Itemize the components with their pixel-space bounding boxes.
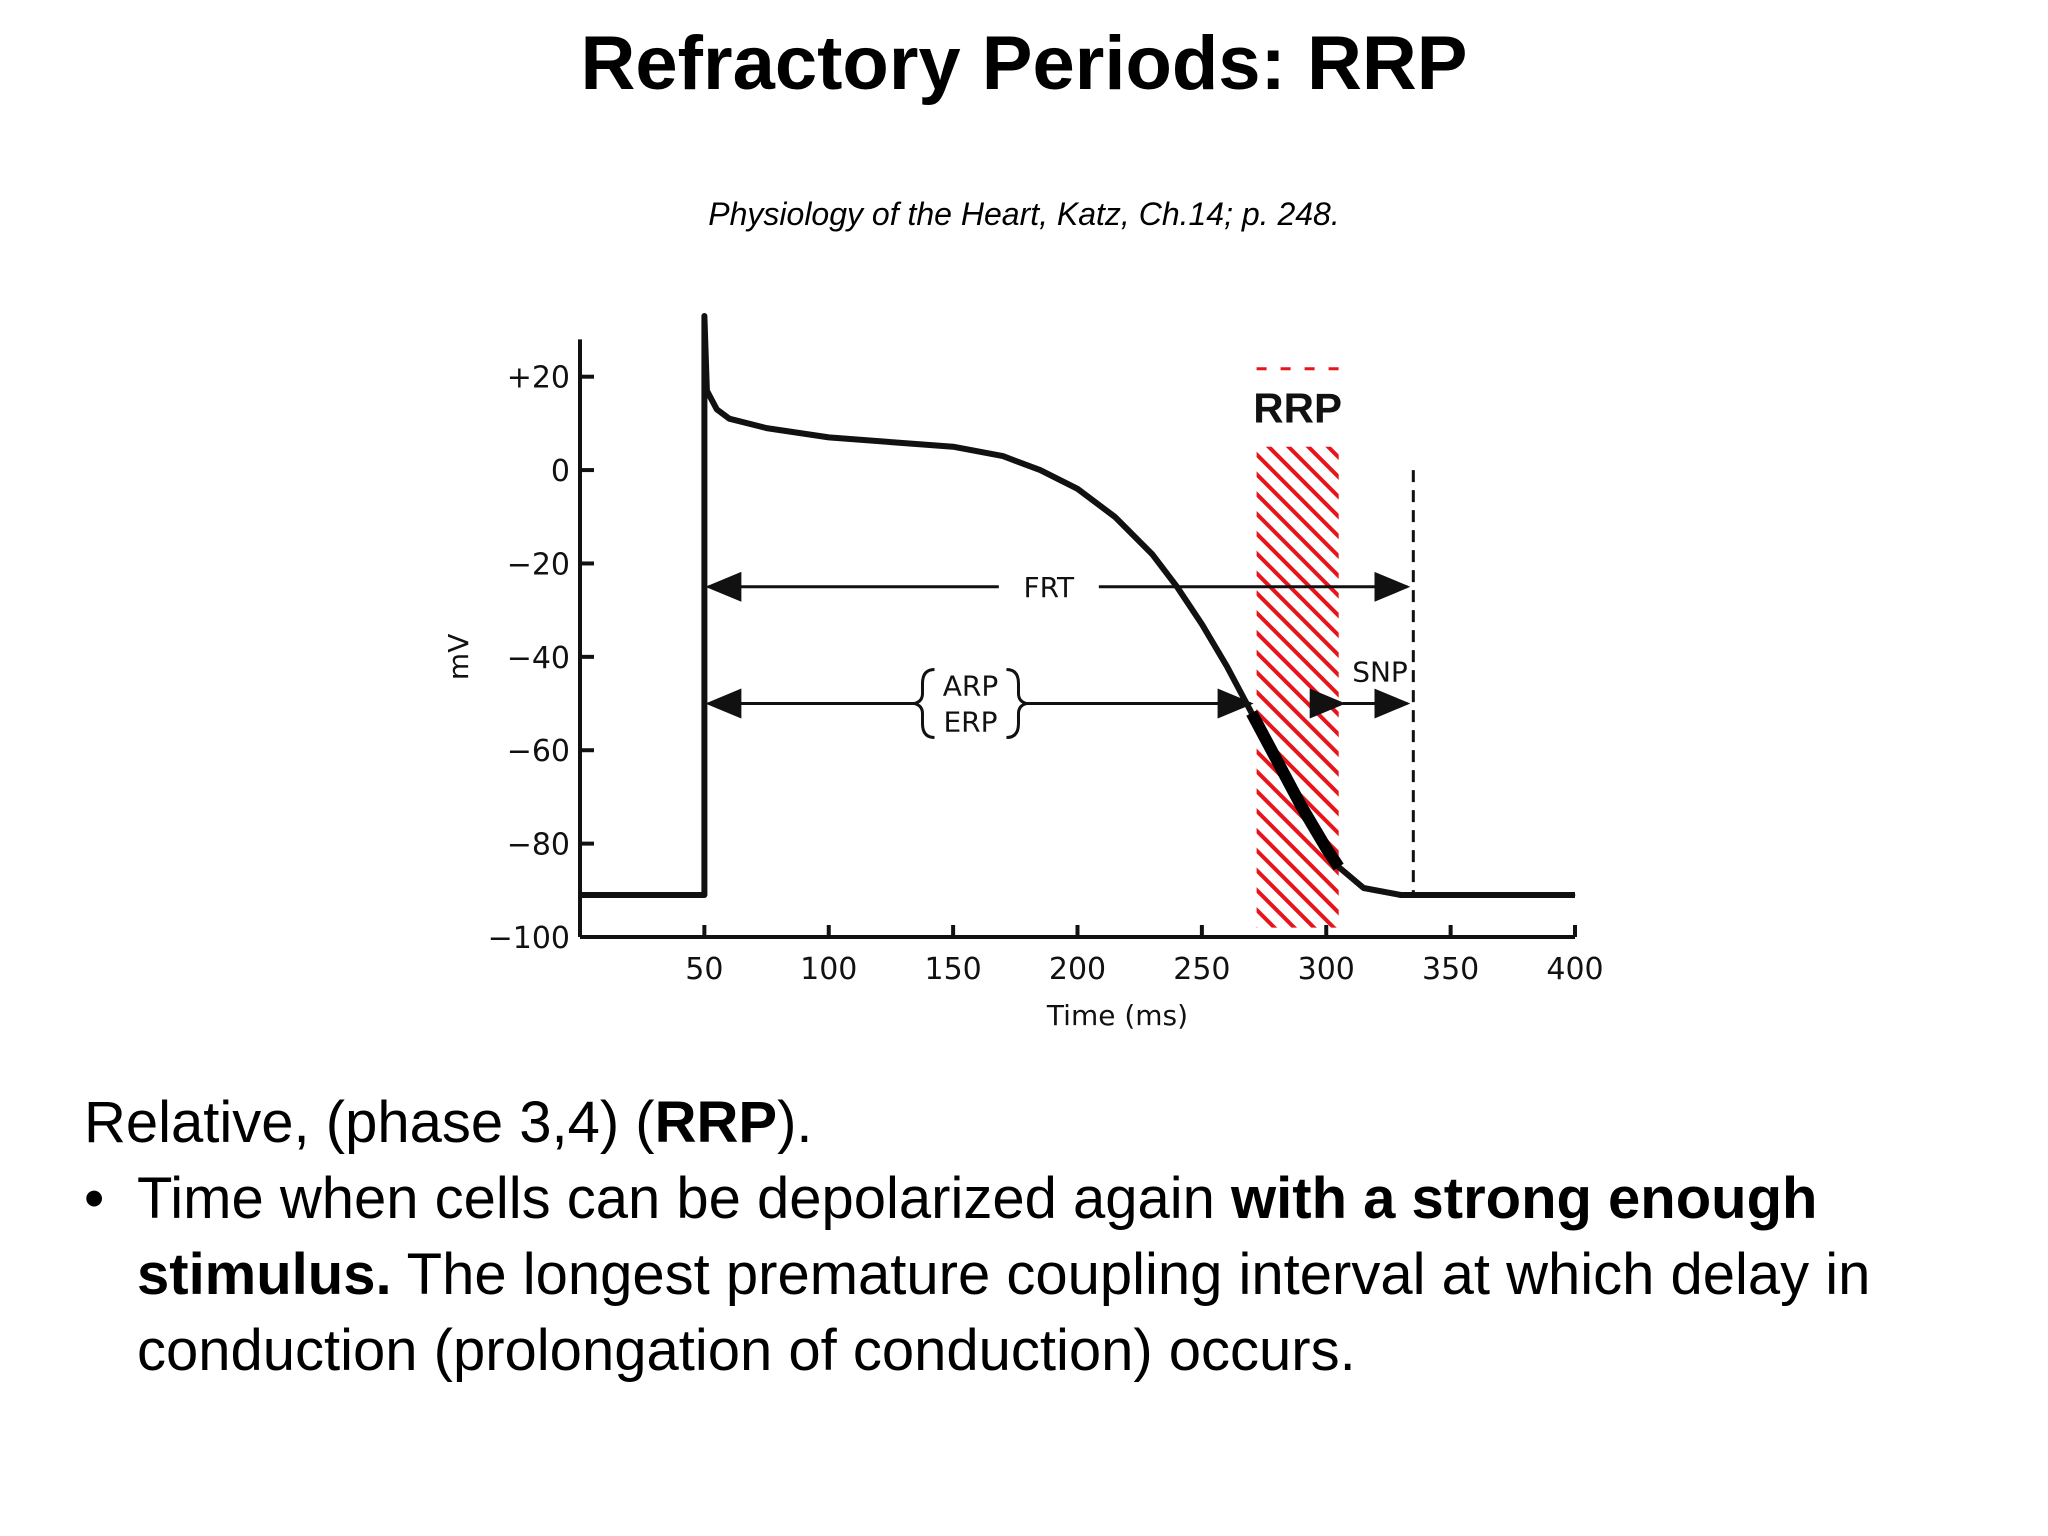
data-point	[828, 436, 830, 438]
x-tick-label: 50	[685, 952, 723, 987]
bullet-content: Time when cells can be depolarized again…	[137, 1161, 1984, 1389]
data-point	[1002, 455, 1004, 457]
line1-prefix: Relative, (phase 3,4) (	[84, 1090, 655, 1155]
y-tick-label: +20	[507, 361, 570, 396]
slide-title: Refractory Periods: RRP	[580, 21, 1468, 106]
rrp-label: RRP	[1253, 385, 1342, 432]
citation: Physiology of the Heart, Katz, Ch.14; p.…	[708, 196, 1340, 232]
data-point	[1400, 894, 1402, 896]
y-tick-label: 0	[551, 454, 570, 489]
data-point	[706, 390, 708, 392]
y-tick-label: −60	[507, 734, 570, 769]
data-point	[728, 418, 730, 420]
right-brace	[1006, 668, 1027, 740]
x-tick-label: 150	[924, 952, 981, 987]
data-point	[716, 408, 718, 410]
x-tick-label: 200	[1049, 952, 1106, 987]
body-line-1: Relative, (phase 3,4) (RRP).	[84, 1085, 1984, 1161]
y-tick-label: −100	[488, 921, 570, 956]
data-point	[1574, 894, 1576, 896]
x-tick-label: 300	[1298, 952, 1355, 987]
y-tick-label: −20	[507, 547, 570, 582]
data-point	[703, 315, 705, 317]
y-tick-label: −40	[507, 641, 570, 676]
y-tick-label: −80	[507, 828, 570, 863]
left-brace	[914, 668, 935, 740]
arp-label: ARP	[943, 670, 999, 703]
x-tick-label: 400	[1546, 952, 1603, 987]
x-tick-label: 250	[1173, 952, 1230, 987]
rrp-emphasis-line	[1246, 710, 1344, 871]
bullet-text-2: The longest premature coupling interval …	[137, 1242, 1871, 1383]
bullet-text-1: Time when cells can be depolarized again	[137, 1166, 1232, 1231]
data-point	[1114, 516, 1116, 518]
y-axis-label: mV	[442, 634, 475, 680]
bullet-bold-1: with a strong enough stimulus.	[137, 1166, 1818, 1307]
bullet-item: • Time when cells can be depolarized aga…	[84, 1161, 1984, 1389]
data-point	[1077, 488, 1078, 490]
action-potential-chart: RRP +20 0 −20 −40 −60 −80 −100 50 100 150 200 250 300…	[442, 313, 1604, 1032]
data-point	[1363, 887, 1365, 889]
data-point	[703, 894, 705, 896]
x-tick-label: 100	[800, 952, 857, 987]
erp-label: ERP	[943, 706, 997, 739]
action-potential-line	[580, 313, 1575, 898]
snp-label: SNP	[1352, 656, 1408, 689]
line1-suffix: ).	[777, 1090, 813, 1155]
data-point	[579, 894, 581, 896]
data-point	[952, 446, 954, 448]
data-point	[1151, 553, 1153, 555]
body-text: Relative, (phase 3,4) (RRP). • Time when…	[84, 1085, 1984, 1389]
frt-label: FRT	[1024, 571, 1076, 604]
data-point	[1176, 586, 1178, 588]
data-point	[1039, 469, 1041, 471]
data-point	[1201, 623, 1203, 625]
data-point	[1226, 665, 1228, 667]
x-tick-label: 350	[1422, 952, 1479, 987]
data-point	[766, 427, 768, 429]
x-axis-label: Time (ms)	[1046, 999, 1188, 1032]
line1-bold: RRP	[654, 1090, 778, 1155]
bullet-marker: •	[84, 1166, 105, 1231]
data-point	[890, 441, 892, 443]
